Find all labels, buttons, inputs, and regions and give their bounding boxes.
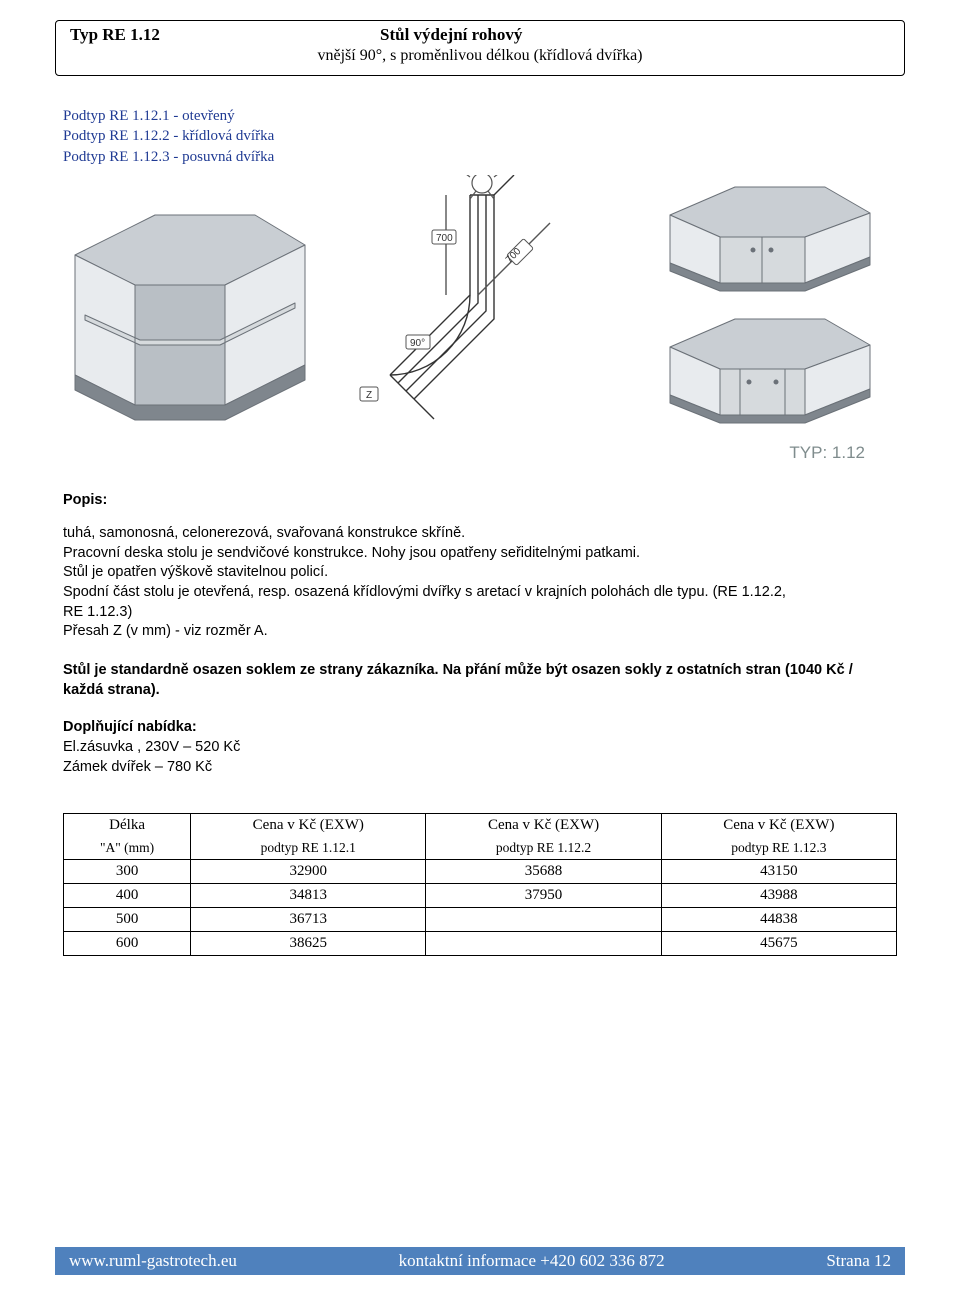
figure-plan: 700 700 90° Z: [345, 175, 615, 435]
svg-text:Z: Z: [366, 390, 372, 401]
title-main: Stůl výdejní rohový: [380, 25, 522, 45]
doplnujici-section: Doplňující nabídka: El.zásuvka , 230V – …: [63, 718, 897, 777]
subtype-line: Podtyp RE 1.12.1 - otevřený: [63, 106, 905, 126]
popis-line: Přesah Z (v mm) - viz rozměr A.: [63, 622, 897, 642]
title-sub: vnější 90°, s proměnlivou délkou (křídlo…: [70, 47, 890, 65]
svg-text:90°: 90°: [410, 338, 425, 349]
th: "A" (mm): [64, 837, 191, 860]
subtypes-list: Podtyp RE 1.12.1 - otevřený Podtyp RE 1.…: [63, 106, 905, 167]
subtype-line: Podtyp RE 1.12.2 - křídlová dvířka: [63, 126, 905, 146]
typ-caption: TYP: 1.12: [55, 443, 905, 463]
table-row: 500 36713 44838: [64, 908, 897, 932]
popis-line: Pracovní deska stolu je sendvičové konst…: [63, 544, 897, 564]
th: podtyp RE 1.12.2: [426, 837, 661, 860]
footer-url: www.ruml-gastrotech.eu: [69, 1251, 237, 1271]
popis-bold: Stůl je standardně osazen soklem ze stra…: [63, 661, 897, 700]
figure-closed: [635, 175, 905, 427]
table-row: 300 32900 35688 43150: [64, 860, 897, 884]
table-row: 400 34813 37950 43988: [64, 884, 897, 908]
figures-row: 700 700 90° Z: [55, 175, 905, 435]
popis-line: tuhá, samonosná, celonerezová, svařovaná…: [63, 524, 897, 544]
popis-section: Popis: tuhá, samonosná, celonerezová, sv…: [63, 491, 897, 701]
table-row: 600 38625 45675: [64, 932, 897, 956]
th: Cena v Kč (EXW): [661, 814, 896, 838]
svg-text:700: 700: [436, 233, 453, 244]
figure-open: [55, 175, 325, 435]
doplnujici-line: El.zásuvka , 230V – 520 Kč: [63, 738, 897, 758]
popis-title: Popis:: [63, 491, 897, 511]
popis-line: Stůl je opatřen výškově stavitelnou poli…: [63, 563, 897, 583]
header-box: Typ RE 1.12 Stůl výdejní rohový vnější 9…: [55, 20, 905, 76]
th: podtyp RE 1.12.1: [191, 837, 426, 860]
popis-line: RE 1.12.3): [63, 603, 897, 623]
footer-contact: kontaktní informace +420 602 336 872: [399, 1251, 665, 1271]
th: podtyp RE 1.12.3: [661, 837, 896, 860]
th: Cena v Kč (EXW): [191, 814, 426, 838]
popis-line: Spodní část stolu je otevřená, resp. osa…: [63, 583, 897, 603]
doplnujici-line: Zámek dvířek – 780 Kč: [63, 758, 897, 778]
th: Délka: [64, 814, 191, 838]
footer-bar: www.ruml-gastrotech.eu kontaktní informa…: [55, 1247, 905, 1275]
subtype-line: Podtyp RE 1.12.3 - posuvná dvířka: [63, 147, 905, 167]
th: Cena v Kč (EXW): [426, 814, 661, 838]
typ-label: Typ RE 1.12: [70, 25, 380, 45]
price-table: Délka Cena v Kč (EXW) Cena v Kč (EXW) Ce…: [63, 813, 897, 956]
doplnujici-title: Doplňující nabídka:: [63, 718, 897, 738]
footer-page: Strana 12: [826, 1251, 891, 1271]
